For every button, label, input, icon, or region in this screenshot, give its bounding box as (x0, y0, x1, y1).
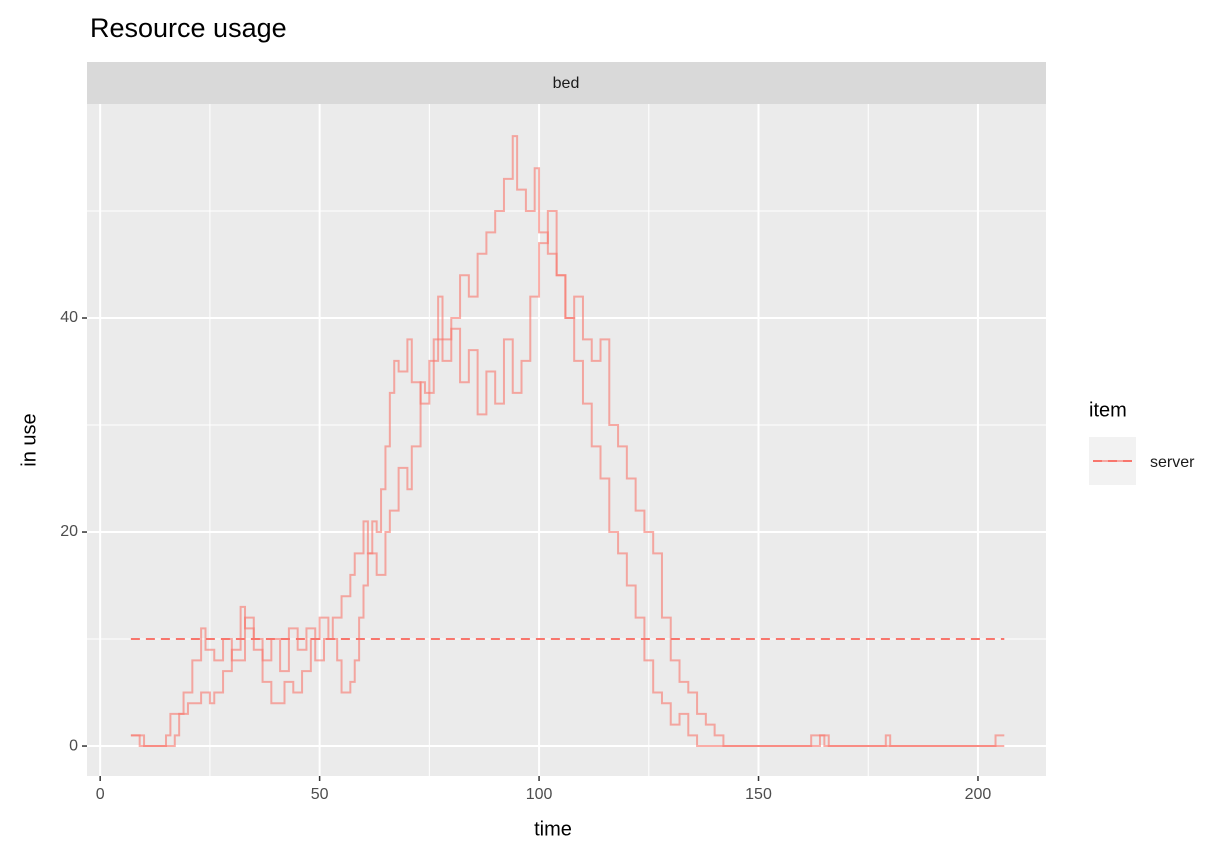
facet-strip (87, 62, 1046, 104)
legend-title: item (1089, 399, 1127, 421)
panel (87, 104, 1046, 776)
y-axis-label: in use (18, 413, 40, 466)
legend-label: server (1150, 454, 1195, 471)
y-tick-label: 20 (60, 523, 78, 540)
facet-label: bed (553, 75, 580, 92)
y-tick-label: 0 (69, 737, 78, 754)
chart-title: Resource usage (90, 13, 287, 43)
x-axis-label: time (534, 818, 572, 840)
x-tick-label: 0 (96, 786, 105, 803)
y-tick-label: 40 (60, 309, 78, 326)
x-tick-label: 100 (526, 786, 553, 803)
usage-line (130, 210, 1005, 748)
x-tick-label: 150 (745, 786, 772, 803)
x-tick-label: 200 (965, 786, 992, 803)
x-tick-label: 50 (311, 786, 329, 803)
